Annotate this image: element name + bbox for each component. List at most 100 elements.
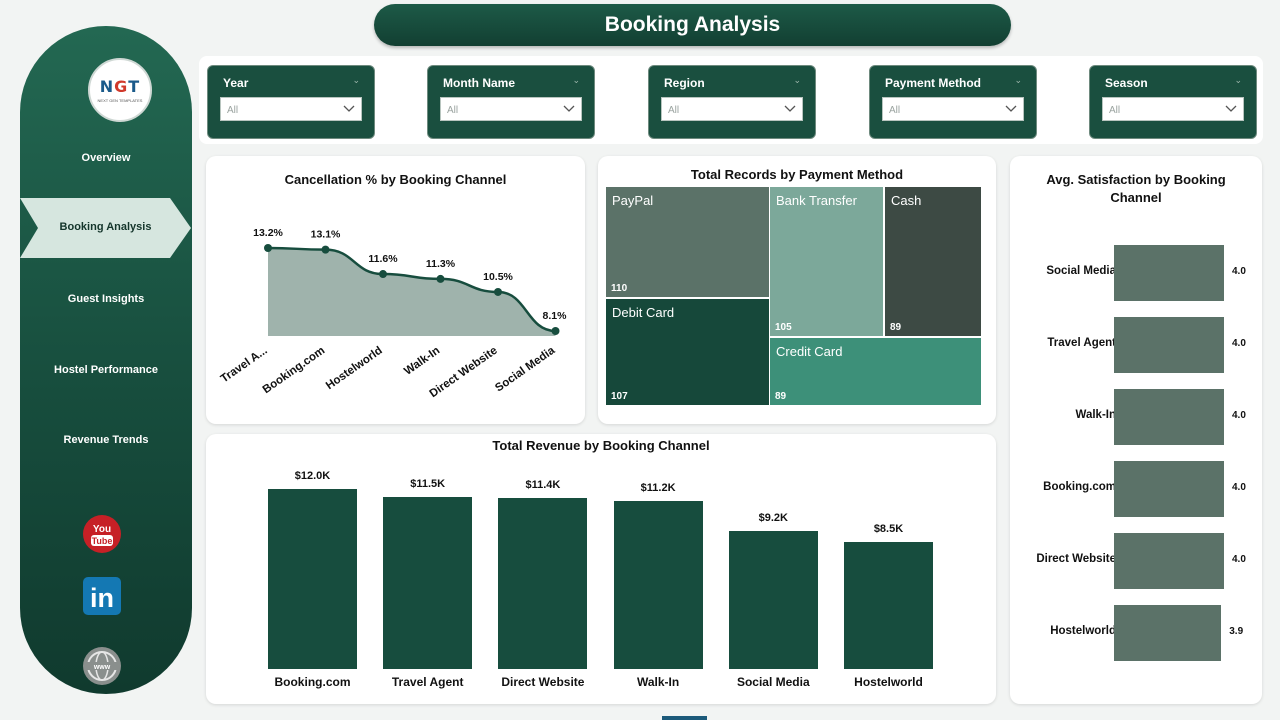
nav-item-revenue-trends[interactable]: Revenue Trends	[63, 434, 149, 446]
revenue-bar[interactable]	[383, 496, 473, 669]
satisfaction-bar[interactable]	[1114, 461, 1224, 517]
treemap-cell[interactable]: Credit Card 89	[770, 338, 981, 405]
category-label: Travel Agent	[391, 675, 464, 689]
category-label: Direct Website	[501, 675, 585, 689]
nav-item-booking-analysis[interactable]: Booking Analysis	[20, 198, 191, 258]
revenue-bar[interactable]	[268, 489, 357, 669]
clear-selection-icon[interactable]: ⌄	[352, 75, 360, 85]
filter-slicer: Season ⌄ All	[1089, 65, 1257, 139]
nav-item-overview[interactable]: Overview	[81, 152, 131, 164]
revenue-bar[interactable]	[728, 531, 818, 669]
x-tick-label: Booking.com	[261, 345, 328, 397]
category-label: Hostelworld	[1050, 625, 1116, 637]
svg-text:You: You	[93, 524, 111, 535]
chevron-down-icon	[1225, 105, 1237, 112]
data-point[interactable]	[551, 327, 560, 335]
revenue-bar[interactable]	[613, 501, 703, 669]
satisfaction-row: Walk-In 4.0	[1010, 389, 1262, 445]
logo-mark: NGT	[99, 77, 141, 96]
satisfaction-bar[interactable]	[1114, 533, 1224, 589]
treemap-value: 107	[611, 391, 628, 402]
treemap-cell[interactable]: Cash 89	[885, 187, 981, 336]
data-point[interactable]	[264, 244, 272, 252]
filter-dropdown[interactable]: All	[661, 97, 803, 121]
filter-slicer: Year ⌄ All	[207, 65, 375, 139]
filter-value: All	[889, 105, 901, 116]
satisfaction-row: Travel Agent 4.0	[1010, 317, 1262, 373]
category-label: Walk-In	[636, 675, 680, 689]
satisfaction-row: Booking.com 4.0	[1010, 461, 1262, 517]
ngt-logo[interactable]: NGT NEXT GEN TEMPLATES	[88, 58, 152, 122]
satisfaction-bar[interactable]	[1114, 317, 1224, 373]
category-label: Hostelworld	[854, 675, 923, 689]
value-label: 4.0	[1232, 410, 1246, 421]
filter-value: All	[447, 105, 459, 116]
chart-title: Total Records by Payment Method	[690, 167, 904, 182]
clear-selection-icon[interactable]: ⌄	[572, 75, 580, 85]
treemap-cell[interactable]: Bank Transfer 105	[770, 187, 883, 336]
filter-label: Season	[1105, 76, 1148, 90]
data-point[interactable]	[379, 270, 387, 279]
value-label: $11.4K	[525, 479, 561, 491]
category-label: Social Media	[1046, 265, 1116, 277]
chevron-down-icon	[563, 105, 575, 112]
data-point[interactable]	[436, 274, 445, 283]
treemap-category: PayPal	[612, 193, 654, 208]
satisfaction-row: Direct Website 4.0	[1010, 533, 1262, 589]
data-label: 11.6%	[368, 253, 398, 265]
svg-text:www: www	[93, 664, 111, 671]
satisfaction-bar[interactable]	[1114, 389, 1224, 445]
treemap-category: Bank Transfer	[776, 193, 857, 208]
satisfaction-row: Hostelworld 3.9	[1010, 605, 1262, 661]
treemap-cell[interactable]: Debit Card 107	[606, 299, 769, 405]
data-point[interactable]	[494, 287, 502, 296]
cancellation-chart-card: Cancellation % by Booking Channel 13.2% T…	[206, 156, 585, 424]
revenue-bar[interactable]	[498, 498, 588, 669]
filter-dropdown[interactable]: All	[1102, 97, 1244, 121]
youtube-icon[interactable]: You Tube	[82, 514, 122, 554]
treemap-category: Debit Card	[612, 305, 675, 320]
clear-selection-icon[interactable]: ⌄	[1234, 75, 1242, 85]
treemap-category: Cash	[891, 193, 922, 208]
filter-dropdown[interactable]: All	[882, 97, 1024, 121]
chevron-down-icon	[1005, 105, 1017, 112]
category-label: Booking.com	[274, 675, 351, 689]
value-label: 4.0	[1232, 338, 1246, 349]
clear-selection-icon[interactable]: ⌄	[793, 75, 801, 85]
nav-item-hostel-performance[interactable]: Hostel Performance	[54, 364, 158, 376]
clear-selection-icon[interactable]: ⌄	[1014, 75, 1022, 85]
chart-title: Total Revenue by Booking Channel	[492, 438, 710, 453]
nav-item-label: Booking Analysis	[59, 221, 152, 233]
treemap-value: 110	[611, 283, 628, 294]
value-label: $11.5K	[410, 477, 446, 490]
chevron-down-icon	[784, 105, 796, 112]
chevron-down-icon	[343, 105, 355, 112]
value-label: $9.2K	[758, 512, 788, 524]
treemap-value: 89	[775, 391, 787, 402]
data-point[interactable]	[321, 245, 330, 254]
website-globe-icon[interactable]: www	[82, 646, 122, 686]
treemap-value: 105	[775, 322, 792, 333]
value-label: $12.0K	[294, 470, 331, 482]
value-label: 4.0	[1232, 266, 1246, 277]
satisfaction-bar[interactable]	[1114, 605, 1222, 661]
filter-value: All	[1109, 105, 1121, 116]
chart-title: Avg. Satisfaction by Booking Channel	[1046, 172, 1226, 205]
nav-item-guest-insights[interactable]: Guest Insights	[67, 293, 145, 305]
treemap-value: 89	[890, 322, 902, 333]
filter-dropdown[interactable]: All	[440, 97, 582, 121]
category-label: Direct Website	[1036, 553, 1116, 565]
linkedin-icon[interactable]: in	[82, 576, 122, 616]
filter-slicer: Payment Method ⌄ All	[869, 65, 1037, 139]
filter-label: Payment Method	[885, 76, 982, 90]
satisfaction-bar[interactable]	[1114, 245, 1224, 301]
treemap-cell[interactable]: PayPal 110	[606, 187, 769, 297]
page-tab-indicator[interactable]	[662, 716, 707, 720]
category-label: Social Media	[736, 675, 810, 689]
data-label: 13.2%	[253, 227, 283, 239]
filter-dropdown[interactable]: All	[220, 97, 362, 121]
active-nav-arrow-shape	[20, 198, 191, 258]
x-tick-label: Travel A...	[219, 345, 270, 386]
revenue-bar[interactable]	[844, 541, 933, 669]
data-label: 11.3%	[426, 258, 456, 270]
